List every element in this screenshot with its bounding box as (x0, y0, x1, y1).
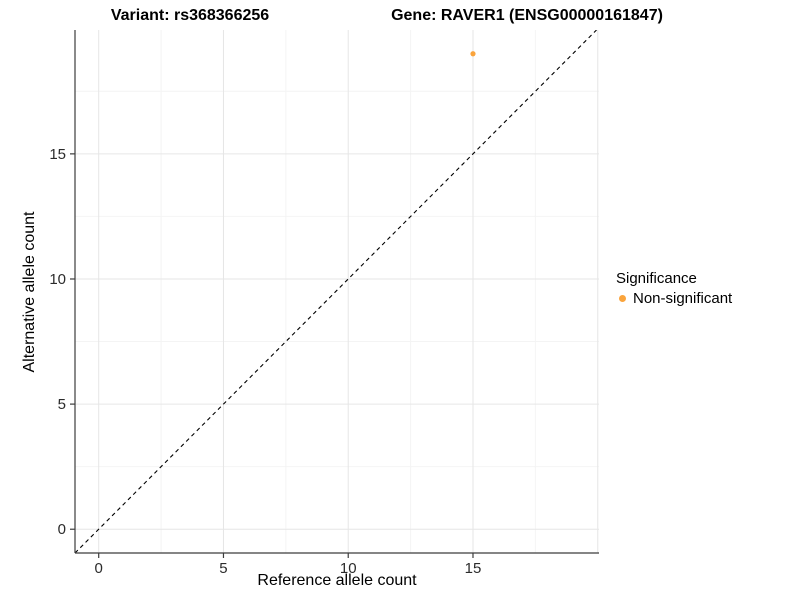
x-axis-title: Reference allele count (257, 572, 417, 589)
x-tick-label: 0 (95, 560, 103, 577)
y-tick-label: 15 (49, 146, 66, 163)
y-tick-label: 10 (49, 271, 66, 288)
x-tick-label: 15 (465, 560, 482, 577)
axes: 0 5 10 15 0 5 10 15 (49, 30, 599, 577)
plot-title-variant: Variant: rs368366256 (110, 7, 270, 24)
plot-title-gene: Gene: RAVER1 (ENSG00000161847) (391, 7, 663, 24)
legend-title: Significance (616, 270, 697, 287)
x-tick-label: 10 (340, 560, 357, 577)
y-tick-label: 0 (58, 521, 66, 538)
y-tick-label: 5 (58, 396, 66, 413)
legend: Significance Non-significant (616, 270, 732, 307)
legend-point-icon (619, 295, 626, 302)
data-point (470, 51, 476, 57)
x-tick-label: 5 (219, 560, 227, 577)
y-axis-title: Alternative allele count (21, 211, 38, 373)
legend-entry: Non-significant (616, 290, 732, 307)
gridlines (75, 30, 599, 553)
identity-line (75, 30, 597, 553)
legend-entry-label: Non-significant (633, 290, 733, 307)
